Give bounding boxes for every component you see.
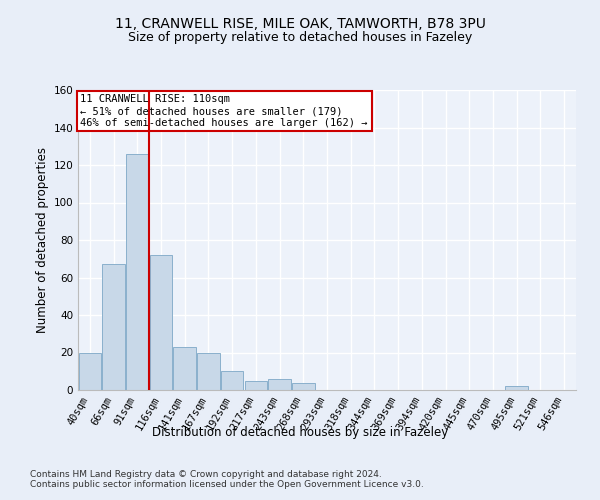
Bar <box>221 371 244 390</box>
Bar <box>505 386 528 390</box>
Bar <box>197 352 220 390</box>
Bar <box>126 154 149 390</box>
Y-axis label: Number of detached properties: Number of detached properties <box>36 147 49 333</box>
Bar <box>245 380 267 390</box>
Text: Distribution of detached houses by size in Fazeley: Distribution of detached houses by size … <box>152 426 448 439</box>
Text: Contains HM Land Registry data © Crown copyright and database right 2024.
Contai: Contains HM Land Registry data © Crown c… <box>30 470 424 490</box>
Bar <box>150 255 172 390</box>
Bar <box>292 382 314 390</box>
Text: 11 CRANWELL RISE: 110sqm
← 51% of detached houses are smaller (179)
46% of semi-: 11 CRANWELL RISE: 110sqm ← 51% of detach… <box>80 94 368 128</box>
Bar <box>268 379 291 390</box>
Text: Size of property relative to detached houses in Fazeley: Size of property relative to detached ho… <box>128 31 472 44</box>
Text: 11, CRANWELL RISE, MILE OAK, TAMWORTH, B78 3PU: 11, CRANWELL RISE, MILE OAK, TAMWORTH, B… <box>115 18 485 32</box>
Bar <box>173 347 196 390</box>
Bar <box>79 352 101 390</box>
Bar <box>103 264 125 390</box>
